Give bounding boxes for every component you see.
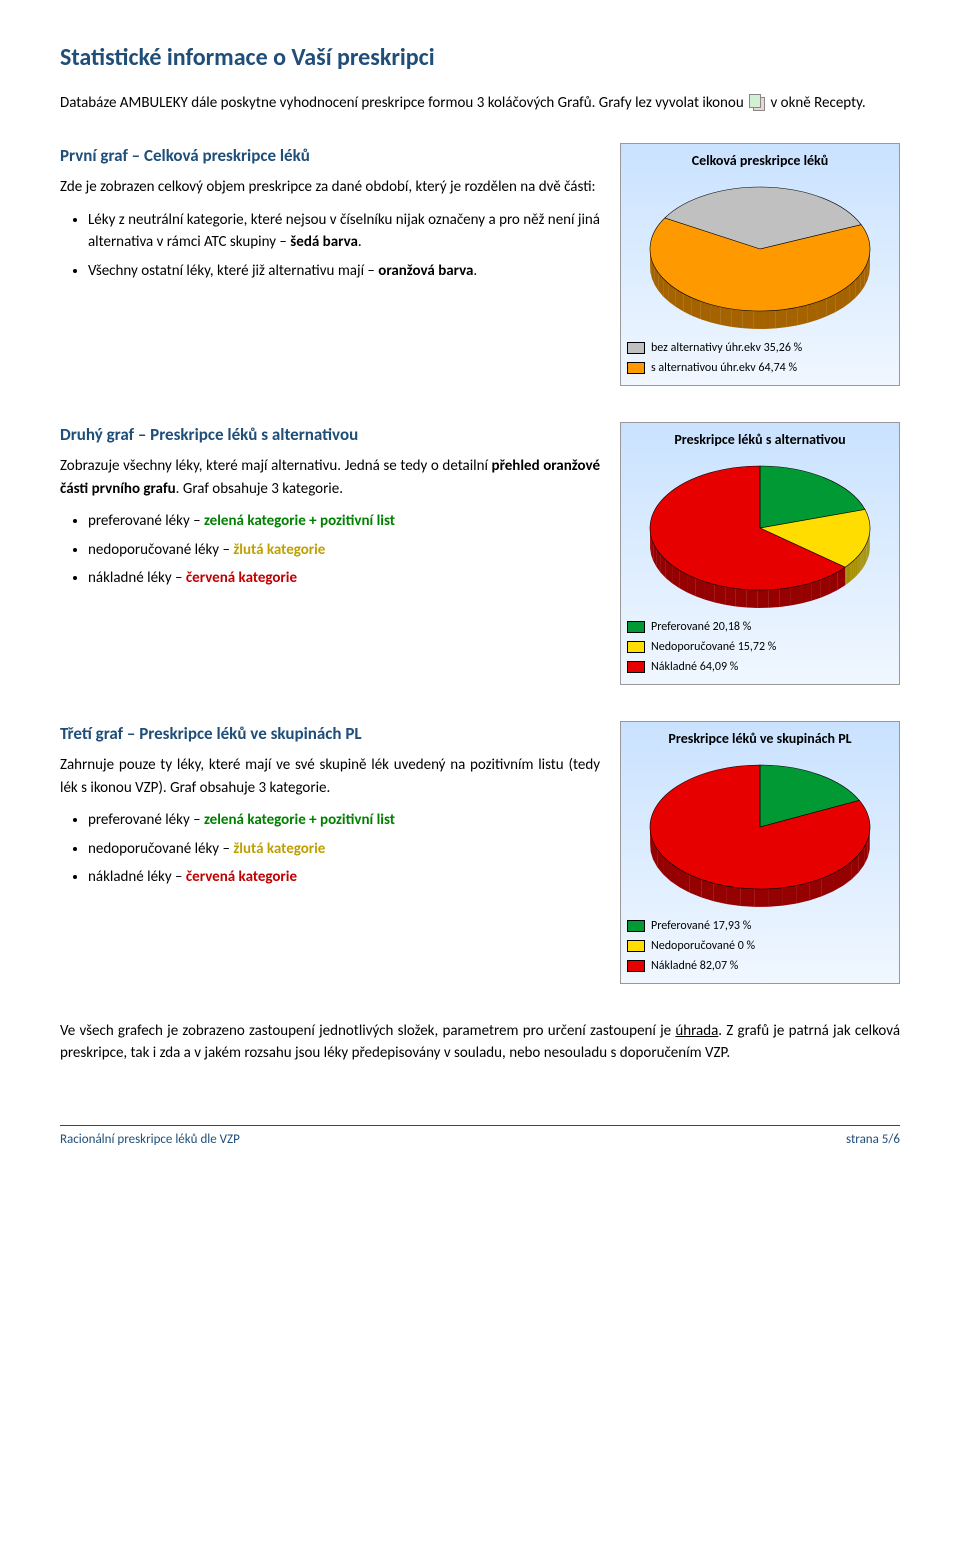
bullet-color: zelená kategorie + pozitivní list [204, 512, 395, 530]
bullet-text: nákladné léky – [88, 569, 186, 587]
list-item: preferované léky – zelená kategorie + po… [88, 809, 600, 832]
section1-lead: Zde je zobrazen celkový objem preskripce… [60, 176, 600, 199]
legend-item: Nedoporučované 15,72 % [627, 638, 893, 656]
legend-label: Nedoporučované 0 % [651, 937, 755, 955]
list-item: nákladné léky – červená kategorie [88, 866, 600, 889]
legend-swatch [627, 940, 645, 952]
chart3-title: Preskripce léků ve skupinách PL [627, 728, 893, 749]
bullet-text: Všechny ostatní léky, které již alternat… [88, 262, 378, 280]
legend-item: Nákladné 64,09 % [627, 658, 893, 676]
section-2: Druhý graf – Preskripce léků s alternati… [60, 422, 900, 685]
list-item: nedoporučované léky – žlutá kategorie [88, 838, 600, 861]
graphs-icon [747, 94, 767, 112]
section1-heading: První graf – Celková preskripce léků [60, 143, 600, 169]
chart3-pie [631, 753, 889, 913]
list-item: nedoporučované léky – žlutá kategorie [88, 539, 600, 562]
chart1-title: Celková preskripce léků [627, 150, 893, 171]
legend-label: Nedoporučované 15,72 % [651, 638, 776, 656]
section2-heading: Druhý graf – Preskripce léků s alternati… [60, 422, 600, 448]
bullet-text: nákladné léky – [88, 868, 186, 886]
bullet-text: preferované léky – [88, 811, 204, 829]
section-3: Třetí graf – Preskripce léků ve skupinác… [60, 721, 900, 984]
bullet-color: červená kategorie [186, 569, 297, 587]
legend-swatch [627, 621, 645, 633]
bullet-bold: šedá barva [290, 233, 358, 251]
lead-post: . Graf obsahuje 3 kategorie. [176, 480, 343, 498]
section3-heading: Třetí graf – Preskripce léků ve skupinác… [60, 721, 600, 747]
section1-bullets: Léky z neutrální kategorie, které nejsou… [60, 209, 600, 283]
closing-paragraph: Ve všech grafech je zobrazeno zastoupení… [60, 1020, 900, 1065]
legend-label: bez alternativy úhr.ekv 35,26 % [651, 339, 802, 357]
list-item: nákladné léky – červená kategorie [88, 567, 600, 590]
list-item: Všechny ostatní léky, které již alternat… [88, 260, 600, 283]
section2-bullets: preferované léky – zelená kategorie + po… [60, 510, 600, 590]
section-1: První graf – Celková preskripce léků Zde… [60, 143, 900, 386]
legend-swatch [627, 342, 645, 354]
chart2-box: Preskripce léků s alternativou Preferova… [620, 422, 900, 685]
footer-left: Racionální preskripce léků dle VZP [60, 1130, 240, 1150]
bullet-text: preferované léky – [88, 512, 204, 530]
page-footer: Racionální preskripce léků dle VZP stran… [60, 1125, 900, 1150]
section2-lead: Zobrazuje všechny léky, které mají alter… [60, 455, 600, 500]
chart3-box: Preskripce léků ve skupinách PL Preferov… [620, 721, 900, 984]
intro-part1: Databáze AMBULEKY dále poskytne vyhodnoc… [60, 94, 747, 112]
bullet-color: žlutá kategorie [233, 541, 325, 559]
bullet-text: nedoporučované léky – [88, 840, 233, 858]
legend-swatch [627, 960, 645, 972]
legend-label: Nákladné 64,09 % [651, 658, 738, 676]
legend-swatch [627, 641, 645, 653]
intro-part2: v okně Recepty. [771, 94, 866, 112]
chart2-title: Preskripce léků s alternativou [627, 429, 893, 450]
lead-text: Zobrazuje všechny léky, které mají alter… [60, 457, 492, 475]
chart3-legend: Preferované 17,93 % Nedoporučované 0 % Nák… [627, 917, 893, 975]
footer-right: strana 5/6 [846, 1130, 900, 1150]
intro-paragraph: Databáze AMBULEKY dále poskytne vyhodnoc… [60, 92, 900, 115]
legend-item: bez alternativy úhr.ekv 35,26 % [627, 339, 893, 357]
chart1-pie [631, 175, 889, 335]
chart1-box: Celková preskripce léků bez alternativy … [620, 143, 900, 386]
legend-label: s alternativou úhr.ekv 64,74 % [651, 359, 797, 377]
legend-item: Preferované 20,18 % [627, 618, 893, 636]
legend-label: Nákladné 82,07 % [651, 957, 738, 975]
list-item: preferované léky – zelená kategorie + po… [88, 510, 600, 533]
legend-item: Nedoporučované 0 % [627, 937, 893, 955]
bullet-post: . [358, 233, 362, 251]
list-item: Léky z neutrální kategorie, které nejsou… [88, 209, 600, 254]
legend-swatch [627, 920, 645, 932]
section3-bullets: preferované léky – zelená kategorie + po… [60, 809, 600, 889]
chart2-legend: Preferované 20,18 % Nedoporučované 15,72 … [627, 618, 893, 676]
page-title: Statistické informace o Vaší preskripci [60, 40, 900, 76]
legend-swatch [627, 661, 645, 673]
legend-item: s alternativou úhr.ekv 64,74 % [627, 359, 893, 377]
legend-label: Preferované 17,93 % [651, 917, 751, 935]
bullet-post: . [473, 262, 477, 280]
legend-label: Preferované 20,18 % [651, 618, 751, 636]
legend-item: Preferované 17,93 % [627, 917, 893, 935]
bullet-text: nedoporučované léky – [88, 541, 233, 559]
bullet-color: červená kategorie [186, 868, 297, 886]
bullet-bold: oranžová barva [378, 262, 473, 280]
bullet-color: žlutá kategorie [233, 840, 325, 858]
chart1-legend: bez alternativy úhr.ekv 35,26 % s alterna… [627, 339, 893, 377]
section3-lead: Zahrnuje pouze ty léky, které mají ve sv… [60, 754, 600, 799]
chart2-pie [631, 454, 889, 614]
bullet-color: zelená kategorie + pozitivní list [204, 811, 395, 829]
legend-item: Nákladné 82,07 % [627, 957, 893, 975]
legend-swatch [627, 362, 645, 374]
